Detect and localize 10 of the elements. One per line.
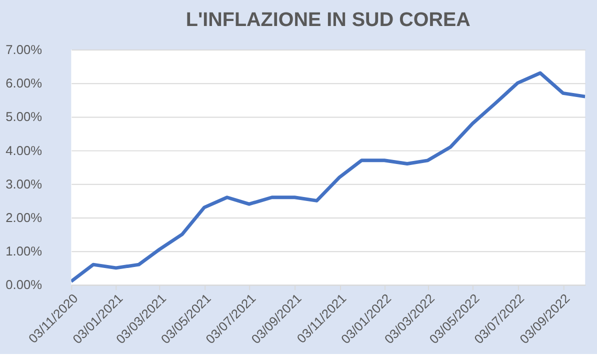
y-tick-label: 5.00% xyxy=(6,109,42,124)
y-tick-label: 2.00% xyxy=(6,210,42,225)
y-tick-label: 7.00% xyxy=(6,42,42,57)
y-tick-label: 4.00% xyxy=(6,142,42,158)
y-tick-label: 3.00% xyxy=(6,176,42,192)
y-tick-label: 0.00% xyxy=(6,277,42,292)
y-tick-label: 1.00% xyxy=(6,244,42,259)
line-series xyxy=(71,71,586,284)
y-tick-label: 6.00% xyxy=(6,76,42,91)
chart-title: L'INFLAZIONE IN SUD COREA xyxy=(186,8,470,31)
